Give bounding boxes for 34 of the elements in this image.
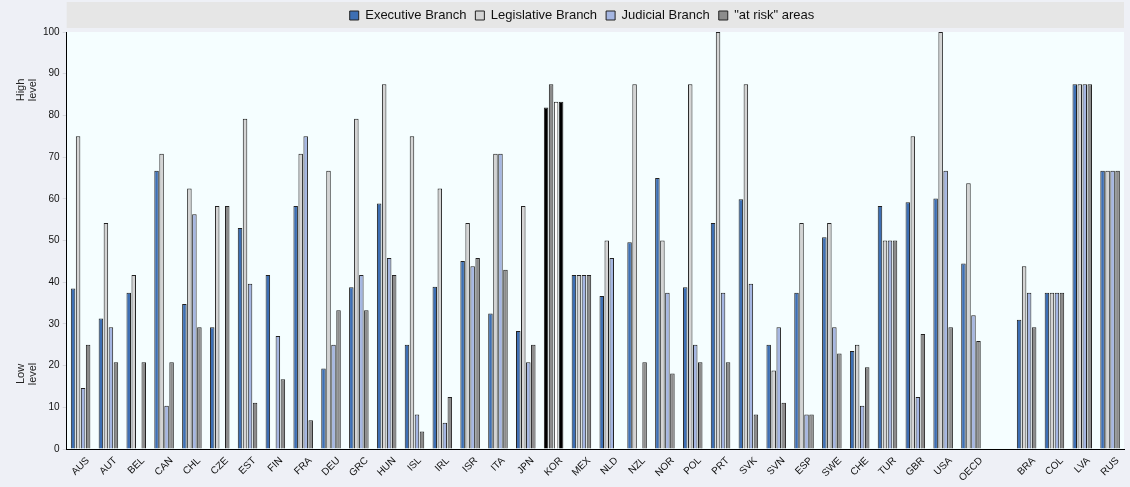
legend-label: "at risk" areas [734, 7, 815, 23]
text: Low level [14, 361, 38, 388]
x-tick-label: COL [1042, 454, 1066, 477]
y-tick-label: 60 [48, 192, 61, 204]
y-tick-label: 30 [48, 317, 61, 329]
x-tick-label: NZL [625, 454, 648, 476]
x-tick-label: BRA [1014, 454, 1038, 477]
legend-label: Judicial Branch [621, 7, 710, 23]
y-tick-label: 100 [43, 25, 61, 37]
y-tick-label: 0 [54, 442, 61, 454]
x-tick-label: LVA [1071, 454, 1093, 475]
x-tick-label: TUR [875, 454, 899, 477]
y-tick-label: 50 [48, 234, 61, 246]
y-tick-label: 90 [48, 67, 61, 79]
x-tick-label: FRA [291, 454, 314, 477]
x-tick-label: USA [931, 454, 954, 477]
x-tick-label: ITA [488, 454, 507, 473]
y-tick-label: 40 [48, 275, 61, 287]
x-tick-label: CHL [180, 454, 203, 477]
x-tick-label: BEL [125, 454, 147, 476]
x-tick-label: ISL [404, 454, 424, 473]
x-tick-label: POL [681, 454, 704, 477]
x-tick-label: ISR [459, 454, 480, 475]
y-tick-label: 80 [48, 109, 61, 121]
x-tick-label: IRL [432, 454, 452, 474]
x-tick-label: FIN [265, 454, 285, 474]
legend-label: Legislative Branch [490, 7, 598, 23]
y-tick-label: 20 [48, 359, 61, 371]
text: High level [14, 78, 38, 104]
x-tick-label: JPN [514, 454, 536, 476]
y-tick-label: 10 [48, 401, 61, 413]
y-tick-label: 70 [48, 150, 61, 162]
x-tick-label: SVK [736, 454, 760, 477]
legend-label: Executive Branch [365, 7, 467, 23]
